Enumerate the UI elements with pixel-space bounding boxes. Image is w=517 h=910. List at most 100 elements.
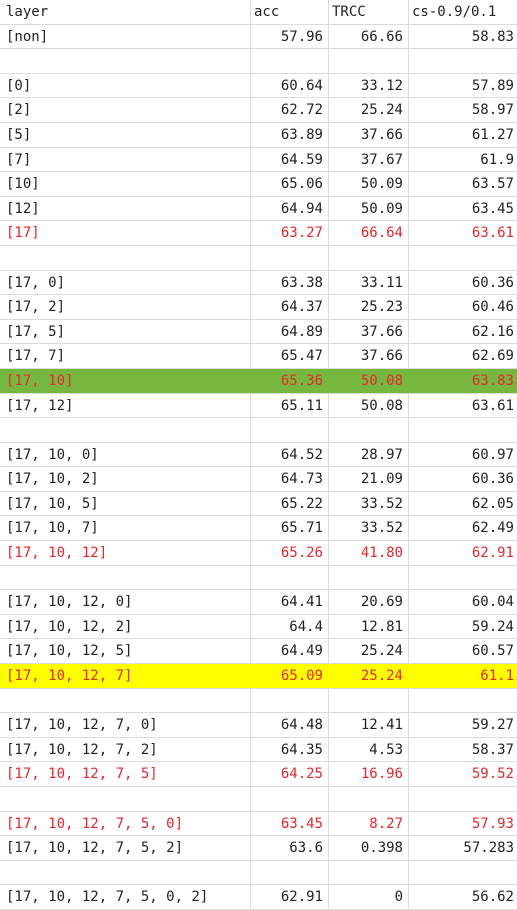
cell-acc[interactable]: 63.38 <box>251 270 329 295</box>
cell-trcc[interactable]: 66.64 <box>329 221 409 245</box>
cell-layer[interactable]: [17, 10, 12] <box>0 541 251 565</box>
column-header-cs[interactable]: cs-0.9/0.1 <box>412 4 497 20</box>
cell-acc[interactable] <box>251 787 329 811</box>
cell-trcc[interactable]: 25.24 <box>360 668 403 685</box>
cell-trcc[interactable]: 25.24 <box>329 639 409 664</box>
cell-acc[interactable] <box>251 418 329 442</box>
cell-layer[interactable]: [17, 10, 0] <box>0 442 251 467</box>
cell-layer[interactable]: [17, 10, 7] <box>0 516 251 541</box>
cell-cs[interactable]: 59.27 <box>471 717 514 734</box>
cell-cs[interactable]: 60.36 <box>471 274 514 291</box>
cell-trcc[interactable]: 28.97 <box>329 442 409 467</box>
cell-acc[interactable]: 65.11 <box>251 393 329 418</box>
cell-layer[interactable]: [17, 2] <box>0 295 251 319</box>
cell-acc[interactable]: 63.45 <box>251 811 329 836</box>
cell-acc[interactable]: 65.47 <box>251 344 329 368</box>
cell-trcc[interactable]: 41.80 <box>329 541 409 565</box>
cell-trcc[interactable]: 50.08 <box>329 393 409 418</box>
cell-trcc[interactable]: 33.52 <box>329 491 409 516</box>
cell-trcc[interactable]: 21.09 <box>329 467 409 491</box>
cell-trcc[interactable] <box>329 418 409 442</box>
cell-cs[interactable]: 61.27 <box>471 126 514 143</box>
cell-acc[interactable]: 65.26 <box>251 541 329 565</box>
cell-cs[interactable] <box>409 861 517 885</box>
cell-trcc[interactable] <box>329 787 409 811</box>
cell-layer[interactable] <box>0 860 251 885</box>
cell-layer[interactable] <box>0 787 251 811</box>
cell-cs[interactable]: 60.04 <box>471 594 514 611</box>
cell-trcc[interactable]: 37.66 <box>329 344 409 368</box>
cell-layer[interactable]: [17, 10, 5] <box>0 491 251 516</box>
cell-layer[interactable]: [17, 10, 12, 5] <box>0 639 251 664</box>
cell-layer[interactable]: [12] <box>0 196 251 221</box>
cell-trcc[interactable] <box>329 688 409 713</box>
cell-trcc[interactable]: 50.08 <box>360 372 403 389</box>
cell-layer[interactable]: [17, 10, 12, 7, 2] <box>0 737 251 762</box>
cell-acc[interactable]: 63.89 <box>251 122 329 147</box>
cell-cs[interactable]: 60.57 <box>471 643 514 660</box>
cell-cs[interactable] <box>409 787 517 811</box>
cell-acc[interactable]: 64.4 <box>251 614 329 639</box>
cell-layer[interactable]: [17, 10, 12, 0] <box>0 590 251 614</box>
cell-cs[interactable]: 63.57 <box>471 176 514 193</box>
cell-acc[interactable]: 64.25 <box>251 762 329 786</box>
cell-acc[interactable]: 65.09 <box>280 668 323 685</box>
cell-acc[interactable]: 64.37 <box>251 295 329 319</box>
cell-cs[interactable] <box>409 418 517 442</box>
cell-trcc[interactable]: 33.12 <box>329 73 409 98</box>
cell-layer[interactable]: [17, 7] <box>0 344 251 368</box>
cell-trcc[interactable] <box>329 860 409 885</box>
cell-layer[interactable]: [17] <box>0 221 251 245</box>
cell-trcc[interactable]: 25.23 <box>329 295 409 319</box>
cell-trcc[interactable]: 37.67 <box>329 147 409 172</box>
cell-acc[interactable]: 64.52 <box>251 442 329 467</box>
cell-acc[interactable]: 64.41 <box>251 590 329 614</box>
cell-trcc[interactable]: 4.53 <box>329 737 409 762</box>
cell-acc[interactable]: 65.71 <box>251 516 329 541</box>
cell-acc[interactable]: 65.06 <box>251 172 329 196</box>
cell-layer[interactable]: [17, 10, 12, 7, 5] <box>0 762 251 786</box>
cell-cs[interactable]: 62.91 <box>471 545 514 562</box>
cell-acc[interactable] <box>251 49 329 73</box>
cell-layer[interactable]: [17, 5] <box>0 319 251 344</box>
cell-cs[interactable]: 61.9 <box>480 151 514 168</box>
cell-layer[interactable] <box>0 565 251 590</box>
cell-acc[interactable]: 64.49 <box>251 639 329 664</box>
column-header-trcc[interactable]: TRCC <box>329 0 409 24</box>
cell-trcc[interactable] <box>329 49 409 73</box>
cell-trcc[interactable] <box>329 245 409 270</box>
cell-acc[interactable]: 57.96 <box>251 24 329 49</box>
cell-trcc[interactable]: 33.11 <box>329 270 409 295</box>
cell-acc[interactable]: 65.22 <box>251 491 329 516</box>
cell-cs[interactable]: 58.97 <box>471 102 514 119</box>
cell-layer[interactable]: [5] <box>0 122 251 147</box>
cell-cs[interactable]: 63.61 <box>471 397 514 414</box>
cell-cs[interactable]: 63.61 <box>471 225 514 242</box>
cell-acc[interactable]: 64.94 <box>251 196 329 221</box>
cell-cs[interactable]: 58.37 <box>471 741 514 758</box>
cell-trcc[interactable]: 12.41 <box>329 713 409 737</box>
cell-acc[interactable]: 64.48 <box>251 713 329 737</box>
cell-layer[interactable] <box>0 688 251 713</box>
cell-acc[interactable] <box>251 860 329 885</box>
cell-cs[interactable] <box>409 246 517 270</box>
cell-layer[interactable]: [2] <box>0 98 251 122</box>
cell-layer[interactable] <box>0 245 251 270</box>
cell-acc[interactable] <box>251 565 329 590</box>
cell-layer[interactable]: [17, 10, 12, 7] <box>6 668 133 685</box>
cell-trcc[interactable]: 33.52 <box>329 516 409 541</box>
cell-cs[interactable] <box>409 689 517 713</box>
cell-acc[interactable]: 63.6 <box>251 836 329 860</box>
column-header-acc[interactable]: acc <box>251 0 329 24</box>
cell-acc[interactable]: 62.72 <box>251 98 329 122</box>
cell-acc[interactable] <box>251 688 329 713</box>
cell-trcc[interactable]: 12.81 <box>329 614 409 639</box>
cell-layer[interactable]: [17, 10, 12, 7, 5, 2] <box>0 836 251 860</box>
column-header-layer[interactable]: layer <box>0 0 251 24</box>
cell-cs[interactable]: 57.93 <box>471 815 514 832</box>
cell-layer[interactable] <box>0 418 251 442</box>
cell-trcc[interactable]: 37.66 <box>329 319 409 344</box>
cell-trcc[interactable]: 0.398 <box>329 836 409 860</box>
cell-trcc[interactable]: 50.09 <box>329 196 409 221</box>
cell-cs[interactable]: 57.89 <box>471 77 514 94</box>
